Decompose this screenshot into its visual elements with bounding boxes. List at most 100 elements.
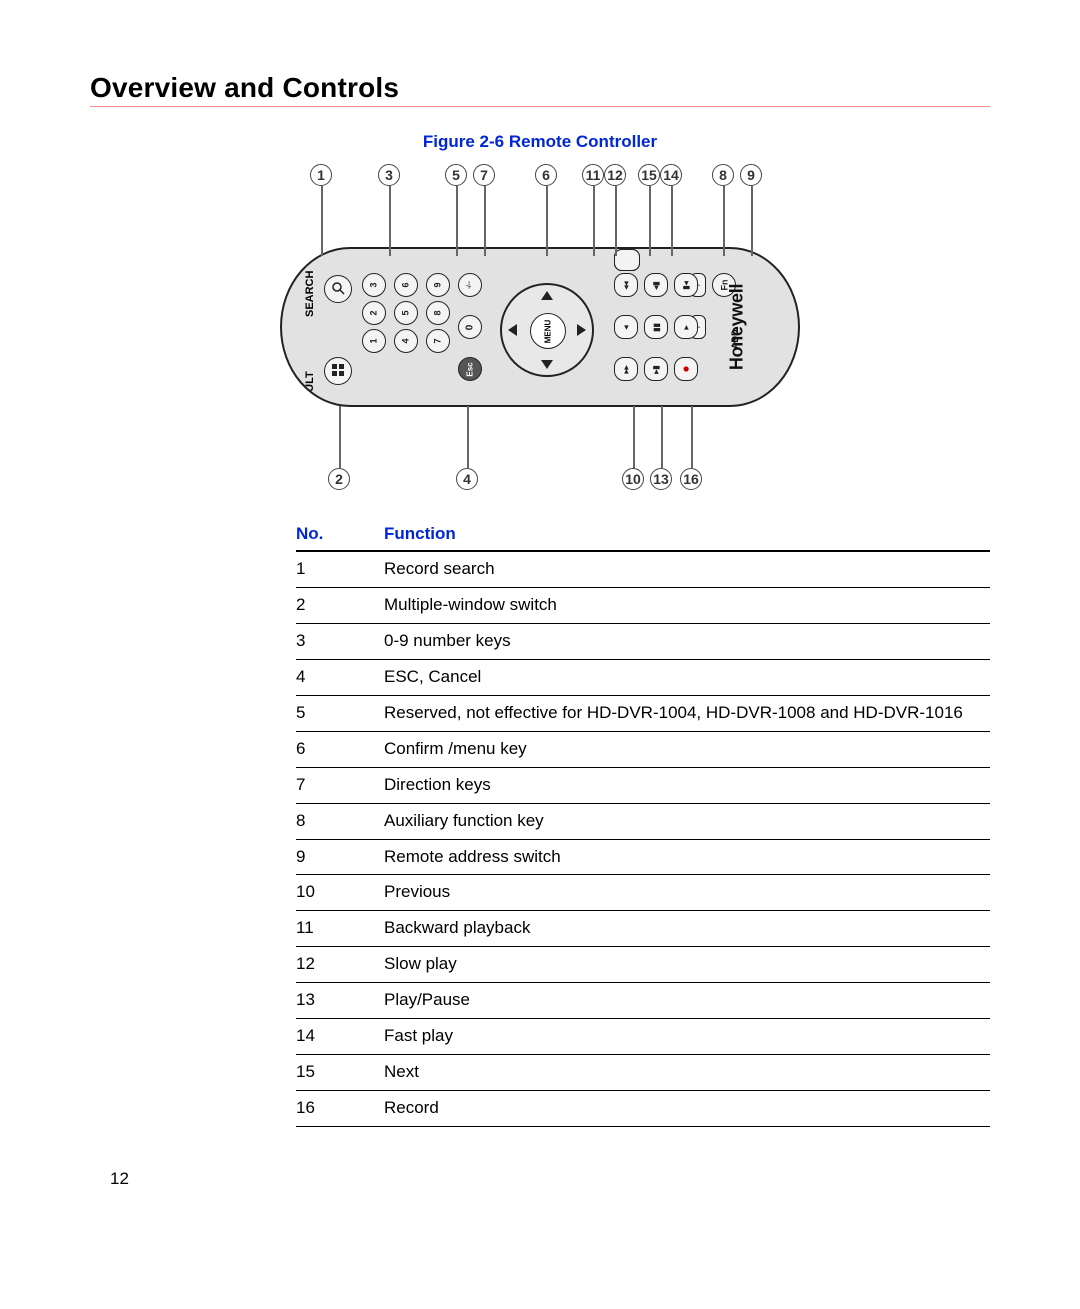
- table-cell-fn: Previous: [384, 881, 990, 904]
- record-button: ●: [674, 357, 698, 381]
- num-key-4: 4: [394, 329, 418, 353]
- num-key-3: 3: [362, 273, 386, 297]
- table-cell-no: 10: [296, 881, 384, 904]
- table-row: 13Play/Pause: [296, 983, 990, 1019]
- table-header: No. Function: [296, 520, 990, 552]
- search-icon: [331, 281, 345, 298]
- leader-line: [484, 186, 486, 256]
- table-cell-fn: Direction keys: [384, 774, 990, 797]
- table-row: 6Confirm /menu key: [296, 732, 990, 768]
- leader-line: [593, 186, 595, 256]
- arrow-up-icon: [541, 291, 553, 300]
- table-row: 9Remote address switch: [296, 840, 990, 876]
- num-key-7: 7: [426, 329, 450, 353]
- previous-button: ▮◂: [674, 273, 698, 297]
- page-number: 12: [110, 1169, 129, 1189]
- table-cell-no: 3: [296, 630, 384, 653]
- table-cell-no: 15: [296, 1061, 384, 1084]
- table-cell-no: 14: [296, 1025, 384, 1048]
- callout-8: 8: [712, 164, 734, 186]
- forward-button: ▸: [674, 315, 698, 339]
- num-key-9: 9: [426, 273, 450, 297]
- mult-label: MULT: [304, 371, 316, 401]
- table-cell-fn: 0-9 number keys: [384, 630, 990, 653]
- leader-line: [661, 406, 663, 468]
- esc-button: Esc: [458, 357, 482, 381]
- table-cell-fn: Slow play: [384, 953, 990, 976]
- callout-13: 13: [650, 468, 672, 490]
- table-row: 14Fast play: [296, 1019, 990, 1055]
- table-row: 8Auxiliary function key: [296, 804, 990, 840]
- leader-line: [321, 186, 323, 256]
- callout-5: 5: [445, 164, 467, 186]
- next-button: ▸▮: [644, 357, 668, 381]
- slow-play-button: ◂▮: [644, 273, 668, 297]
- table-cell-no: 6: [296, 738, 384, 761]
- callout-2: 2: [328, 468, 350, 490]
- remote-body: SEARCH MULT: [280, 247, 800, 407]
- arrow-right-icon: [577, 324, 586, 336]
- leader-line: [339, 406, 341, 468]
- table-row: 2Multiple-window switch: [296, 588, 990, 624]
- function-table: No. Function 1Record search2Multiple-win…: [296, 520, 990, 1127]
- callout-14: 14: [660, 164, 682, 186]
- table-row: 12Slow play: [296, 947, 990, 983]
- arrow-down-icon: [541, 360, 553, 369]
- table-cell-fn: Backward playback: [384, 917, 990, 940]
- leader-line: [456, 186, 458, 256]
- table-row: 11Backward playback: [296, 911, 990, 947]
- leader-line: [691, 406, 693, 468]
- menu-button: MENU: [530, 313, 566, 349]
- table-row: 16Record: [296, 1091, 990, 1127]
- section-title: Overview and Controls: [90, 72, 990, 104]
- remote-figure: SEARCH MULT: [260, 162, 820, 502]
- rewind-button: ◂: [614, 315, 638, 339]
- table-row: 15Next: [296, 1055, 990, 1091]
- table-row: 10Previous: [296, 875, 990, 911]
- page: Overview and Controls Figure 2-6 Remote …: [0, 0, 1080, 1309]
- num-key-8: 8: [426, 301, 450, 325]
- callout-11: 11: [582, 164, 604, 186]
- table-cell-fn: Fast play: [384, 1025, 990, 1048]
- table-row: 5Reserved, not effective for HD-DVR-1004…: [296, 696, 990, 732]
- num-key-2: 2: [362, 301, 386, 325]
- table-row: 1Record search: [296, 552, 990, 588]
- title-rule: [90, 106, 990, 108]
- leader-line: [751, 186, 753, 256]
- callout-3: 3: [378, 164, 400, 186]
- leader-line: [723, 186, 725, 256]
- table-cell-fn: Confirm /menu key: [384, 738, 990, 761]
- table-header-fn: Function: [384, 524, 990, 544]
- callout-16: 16: [680, 468, 702, 490]
- mult-button: [324, 357, 352, 385]
- num-key--/--: -/--: [458, 273, 482, 297]
- leader-line: [546, 186, 548, 256]
- table-row: 7Direction keys: [296, 768, 990, 804]
- table-cell-fn: Remote address switch: [384, 846, 990, 869]
- brand-label: Honeywell: [726, 284, 747, 370]
- menu-label: MENU: [544, 319, 553, 343]
- table-cell-fn: Auxiliary function key: [384, 810, 990, 833]
- backward-playback-button: ◂◂: [614, 273, 638, 297]
- leader-line: [467, 406, 469, 468]
- table-row: 30-9 number keys: [296, 624, 990, 660]
- num-key-0: 0: [458, 315, 482, 339]
- table-header-no: No.: [296, 524, 384, 544]
- table-cell-no: 16: [296, 1097, 384, 1120]
- table-cell-no: 8: [296, 810, 384, 833]
- figure-wrap: SEARCH MULT: [90, 162, 990, 502]
- arrow-left-icon: [508, 324, 517, 336]
- table-cell-no: 12: [296, 953, 384, 976]
- callout-12: 12: [604, 164, 626, 186]
- table-cell-no: 9: [296, 846, 384, 869]
- search-button: [324, 275, 352, 303]
- num-key-1: 1: [362, 329, 386, 353]
- table-cell-no: 13: [296, 989, 384, 1012]
- table-cell-no: 2: [296, 594, 384, 617]
- play-pause-button: ▮▮: [644, 315, 668, 339]
- table-cell-no: 5: [296, 702, 384, 725]
- callout-4: 4: [456, 468, 478, 490]
- table-cell-fn: Multiple-window switch: [384, 594, 990, 617]
- table-cell-no: 4: [296, 666, 384, 689]
- table-cell-fn: Record: [384, 1097, 990, 1120]
